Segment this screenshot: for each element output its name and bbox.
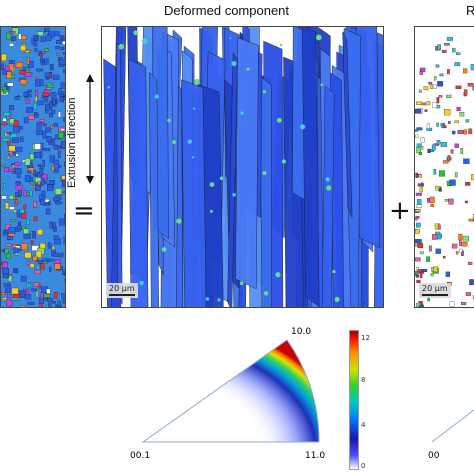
scalebar-right-bar — [422, 294, 448, 296]
scalebar-right-text: 20 μm — [422, 284, 448, 293]
left-map-texture — [1, 27, 65, 307]
right-partial-map: 20 μm — [414, 26, 474, 308]
colorbar — [349, 330, 359, 470]
ipf-corner-top: 10.0 — [291, 327, 311, 337]
ipf-corner-right: 11.0 — [305, 451, 325, 461]
ipf-outline — [141, 339, 320, 443]
scalebar-middle-text: 20 μm — [109, 284, 135, 293]
right-map-texture — [415, 37, 474, 307]
extrusion-direction-label: Extrusion direction — [66, 97, 78, 189]
colorbar-tick-0: 0 — [361, 462, 366, 470]
colorbar-tick-4: 4 — [361, 421, 366, 429]
plus-operator: + — [389, 196, 411, 226]
deformed-map-texture — [103, 27, 383, 307]
scalebar-middle: 20 μm — [106, 283, 138, 298]
extrusion-direction-arrow — [86, 74, 94, 184]
ipf-right-partial-label: 00 — [428, 451, 440, 461]
ipf-right-partial-edge — [431, 409, 474, 443]
left-partial-map — [0, 26, 66, 308]
deformed-component-title: Deformed component — [164, 3, 290, 18]
colorbar-tick-12: 12 — [361, 334, 370, 342]
scalebar-middle-bar — [109, 294, 135, 296]
deformed-component-map: 20 μm — [101, 26, 384, 308]
right-component-title-partial: R — [466, 3, 474, 18]
ipf-density-fan — [143, 340, 320, 442]
scalebar-right: 20 μm — [419, 283, 451, 298]
colorbar-tick-8: 8 — [361, 376, 366, 384]
equals-operator: = — [73, 196, 95, 226]
ipf-corner-left: 00.1 — [130, 451, 150, 461]
ipf-triangle-figure: 10.0 00.1 11.0 00 — [130, 327, 474, 461]
